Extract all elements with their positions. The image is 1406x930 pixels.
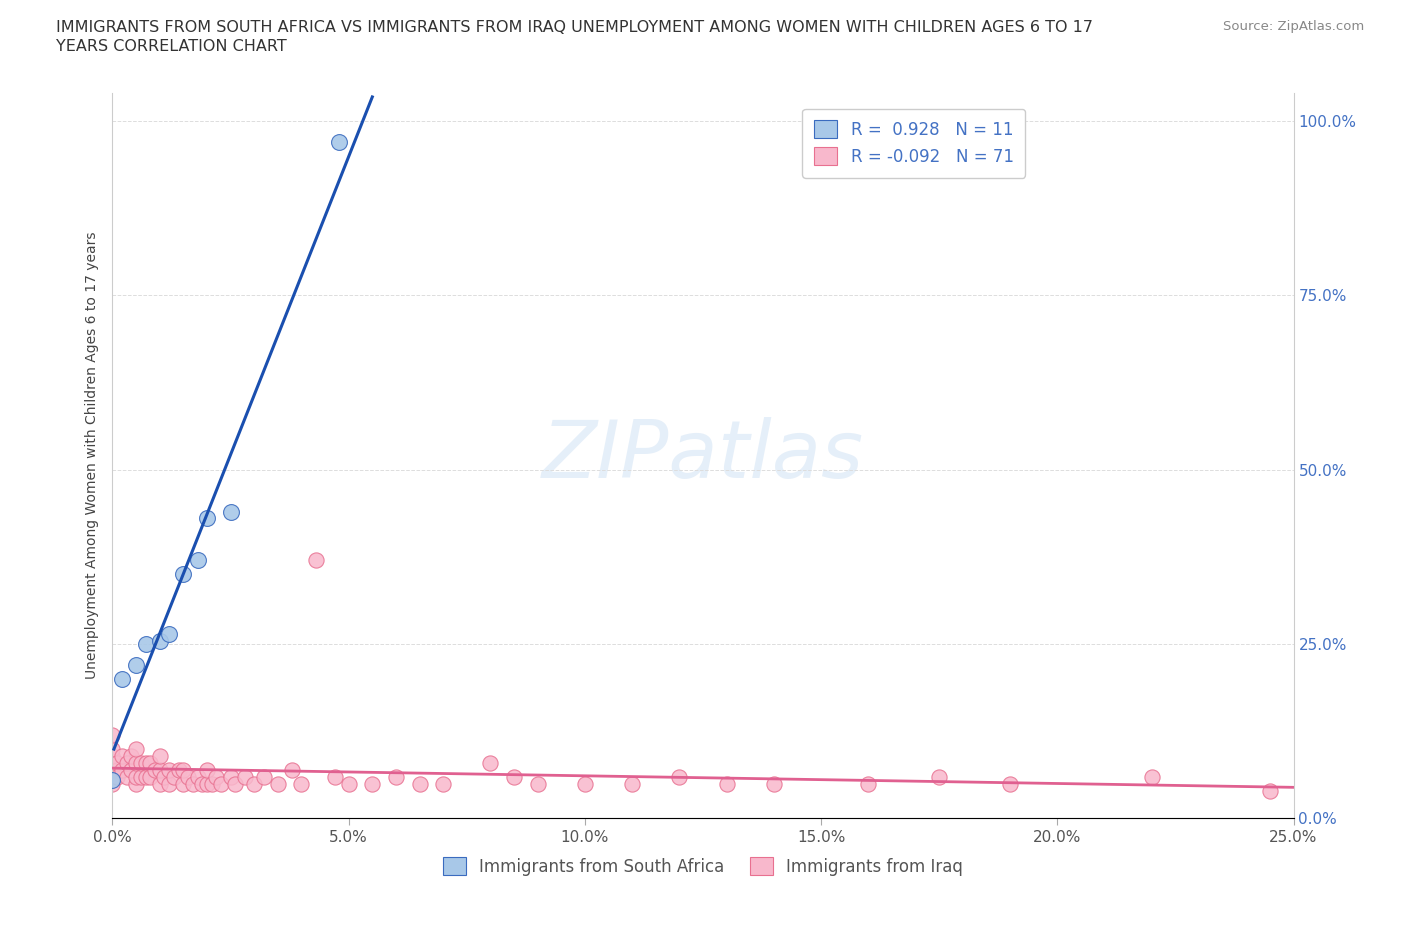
Point <box>432 776 454 790</box>
Point <box>526 776 548 790</box>
Point <box>998 776 1021 790</box>
Point <box>186 552 208 567</box>
Point <box>111 763 134 777</box>
Point <box>177 769 200 784</box>
Point <box>135 769 157 784</box>
Point <box>201 776 224 790</box>
Point <box>163 769 186 784</box>
Point <box>149 763 172 777</box>
Point <box>153 769 176 784</box>
Point <box>125 776 148 790</box>
Point <box>101 748 124 763</box>
Point <box>858 776 880 790</box>
Point <box>503 769 526 784</box>
Point <box>408 776 430 790</box>
Point <box>195 512 218 526</box>
Point <box>101 773 124 788</box>
Point <box>195 776 218 790</box>
Point <box>219 504 242 519</box>
Point <box>337 776 360 790</box>
Point <box>328 135 350 150</box>
Point <box>172 776 194 790</box>
Point <box>115 755 138 770</box>
Point <box>111 748 134 763</box>
Point <box>111 671 134 686</box>
Point <box>115 769 138 784</box>
Point <box>157 626 180 641</box>
Point <box>195 763 218 777</box>
Point <box>129 769 152 784</box>
Point <box>129 755 152 770</box>
Point <box>149 633 172 648</box>
Point <box>243 776 266 790</box>
Point <box>181 776 204 790</box>
Point <box>157 763 180 777</box>
Point <box>621 776 644 790</box>
Y-axis label: Unemployment Among Women with Children Ages 6 to 17 years: Unemployment Among Women with Children A… <box>86 232 100 680</box>
Point <box>125 658 148 672</box>
Text: IMMIGRANTS FROM SOUTH AFRICA VS IMMIGRANTS FROM IRAQ UNEMPLOYMENT AMONG WOMEN WI: IMMIGRANTS FROM SOUTH AFRICA VS IMMIGRAN… <box>56 20 1094 35</box>
Text: YEARS CORRELATION CHART: YEARS CORRELATION CHART <box>56 39 287 54</box>
Point <box>125 769 148 784</box>
Text: Source: ZipAtlas.com: Source: ZipAtlas.com <box>1223 20 1364 33</box>
Point <box>120 748 142 763</box>
Point <box>135 755 157 770</box>
Point <box>149 776 172 790</box>
Point <box>101 727 124 742</box>
Point <box>172 567 194 582</box>
Point <box>191 776 214 790</box>
Point <box>716 776 738 790</box>
Point <box>267 776 290 790</box>
Point <box>281 763 304 777</box>
Point <box>125 741 148 756</box>
Point <box>186 769 208 784</box>
Point <box>157 776 180 790</box>
Point <box>125 755 148 770</box>
Point <box>762 776 785 790</box>
Point <box>1140 769 1163 784</box>
Point <box>135 637 157 652</box>
Point <box>928 769 950 784</box>
Point <box>574 776 596 790</box>
Point <box>101 776 124 790</box>
Point <box>139 769 162 784</box>
Point <box>361 776 384 790</box>
Point <box>209 776 232 790</box>
Point <box>479 755 502 770</box>
Point <box>233 769 256 784</box>
Text: ZIPatlas: ZIPatlas <box>541 417 865 495</box>
Point <box>149 748 172 763</box>
Point <box>139 755 162 770</box>
Point <box>101 763 124 777</box>
Point <box>205 769 228 784</box>
Point <box>143 763 166 777</box>
Point <box>101 741 124 756</box>
Point <box>290 776 312 790</box>
Point <box>304 552 326 567</box>
Point <box>219 769 242 784</box>
Point <box>1258 783 1281 798</box>
Point <box>172 763 194 777</box>
Point <box>105 769 128 784</box>
Point <box>120 763 142 777</box>
Point <box>668 769 690 784</box>
Point <box>105 755 128 770</box>
Legend: Immigrants from South Africa, Immigrants from Iraq: Immigrants from South Africa, Immigrants… <box>436 851 970 883</box>
Point <box>323 769 346 784</box>
Point <box>253 769 276 784</box>
Point <box>224 776 246 790</box>
Point <box>385 769 408 784</box>
Point <box>167 763 190 777</box>
